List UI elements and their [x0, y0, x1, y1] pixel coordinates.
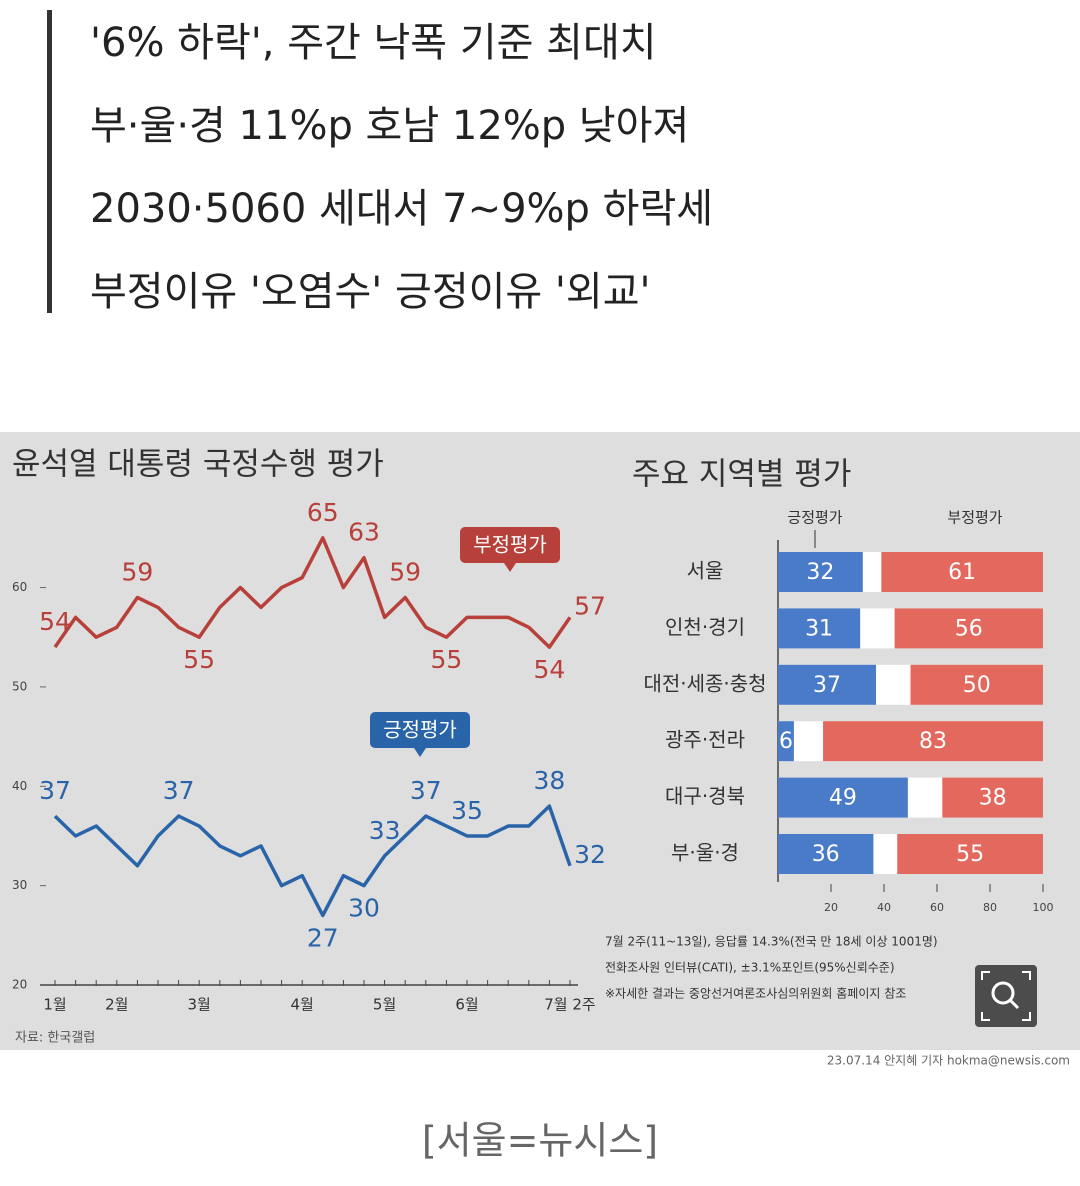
bar-label: 32	[806, 560, 834, 585]
bar-label: 56	[955, 616, 983, 641]
data-label: 65	[307, 498, 339, 527]
y-tick-label: 40	[12, 779, 27, 793]
zoom-button[interactable]	[975, 965, 1037, 1027]
headline: 2030·5060 세대서 7~9%p 하락세	[90, 186, 713, 232]
x-tick-label: 4월	[291, 996, 314, 1014]
bar	[778, 552, 863, 592]
bar	[942, 777, 1043, 818]
category-label: 인천·경기	[665, 615, 745, 639]
data-label: 63	[348, 518, 380, 547]
bar-label: 83	[919, 729, 947, 754]
bar-label: 50	[963, 673, 991, 698]
data-label: 55	[183, 645, 215, 674]
legend-label: 긍정평가	[383, 718, 457, 742]
quote-bar	[47, 10, 52, 313]
x-tick-label: 6월	[455, 996, 478, 1014]
bar-label: 37	[813, 673, 841, 698]
y-tick-label: 20	[12, 978, 27, 992]
category-label: 부·울·경	[671, 841, 739, 865]
note: 7월 2주(11~13일), 응답률 14.3%(전국 만 18세 이상 100…	[605, 935, 938, 949]
category-label: 대전·세종·충청	[643, 671, 766, 695]
legend-tag	[460, 527, 560, 563]
bar	[897, 834, 1043, 874]
note: ※자세한 결과는 중앙선거여론조사심의위원회 홈페이지 참조	[605, 987, 906, 1001]
category-label: 서울	[687, 559, 724, 583]
legend-label: 부정평가	[473, 533, 547, 557]
bar	[778, 721, 794, 762]
bar	[910, 664, 1043, 705]
data-label: 27	[307, 923, 339, 952]
data-label: 59	[389, 557, 421, 586]
series-line	[53, 804, 572, 918]
bar	[778, 664, 877, 705]
data-label: 37	[163, 776, 195, 805]
data-label: 35	[451, 796, 483, 825]
x-tick-label: 60	[930, 901, 944, 914]
x-tick-label: 100	[1033, 901, 1054, 914]
data-label: 59	[121, 557, 153, 586]
x-tick-label: 1월	[43, 996, 66, 1014]
data-label: 37	[39, 776, 71, 805]
legend-tag	[370, 712, 470, 748]
bar-label: 6	[779, 729, 793, 754]
bar	[881, 552, 1043, 592]
data-label: 33	[369, 816, 401, 845]
bar	[894, 608, 1043, 649]
x-tick-label: 40	[877, 901, 891, 914]
data-label: 54	[39, 607, 71, 636]
headline: 부·울·경 11%p 호남 12%p 낮아져	[90, 103, 689, 149]
data-label: 32	[574, 840, 606, 869]
credit: 23.07.14 안지혜 기자 hokma@newsis.com	[827, 1054, 1070, 1068]
data-label: 37	[410, 776, 442, 805]
y-tick-label: 50	[12, 679, 27, 693]
series-header: 부정평가	[947, 509, 1002, 527]
category-label: 대구·경북	[665, 784, 745, 808]
x-tick-label: 7월 2주	[544, 996, 595, 1014]
legend-pointer	[414, 748, 426, 757]
legend-pointer	[504, 563, 516, 572]
bar	[778, 608, 861, 649]
x-tick-label: 3월	[188, 996, 211, 1014]
data-label: 38	[533, 766, 565, 795]
line-chart-title: 윤석열 대통령 국정수행 평가	[12, 447, 384, 483]
series-header: 긍정평가	[787, 509, 842, 527]
caption: [서울=뉴시스]	[422, 1119, 658, 1163]
bar-label: 55	[956, 842, 984, 867]
bar	[778, 834, 874, 874]
bar-label: 38	[979, 786, 1007, 811]
x-tick-label: 20	[824, 901, 838, 914]
bar	[823, 721, 1043, 762]
data-label: 30	[348, 894, 380, 923]
source: 자료: 한국갤럽	[15, 1031, 95, 1046]
data-label: 57	[574, 591, 606, 620]
x-tick-label: 80	[983, 901, 997, 914]
bar-label: 61	[948, 560, 976, 585]
bar-label: 36	[812, 842, 840, 867]
y-tick-label: 60	[12, 580, 27, 594]
note: 전화조사원 인터뷰(CATI), ±3.1%포인트(95%신뢰수준)	[605, 961, 895, 975]
y-tick-label: 30	[12, 878, 27, 892]
bar-label: 31	[805, 616, 833, 641]
data-label: 54	[533, 655, 565, 684]
category-label: 광주·전라	[665, 728, 745, 752]
x-tick-label: 2월	[105, 996, 128, 1014]
series-line	[53, 536, 572, 649]
bar	[778, 777, 908, 818]
bar-chart-title: 주요 지역별 평가	[632, 457, 851, 493]
x-tick-label: 5월	[373, 996, 396, 1014]
headline: '6% 하락', 주간 낙폭 기준 최대치	[90, 20, 657, 66]
headline: 부정이유 '오염수' 긍정이유 '외교'	[90, 269, 651, 315]
data-label: 55	[430, 645, 462, 674]
bar-label: 49	[829, 786, 857, 811]
